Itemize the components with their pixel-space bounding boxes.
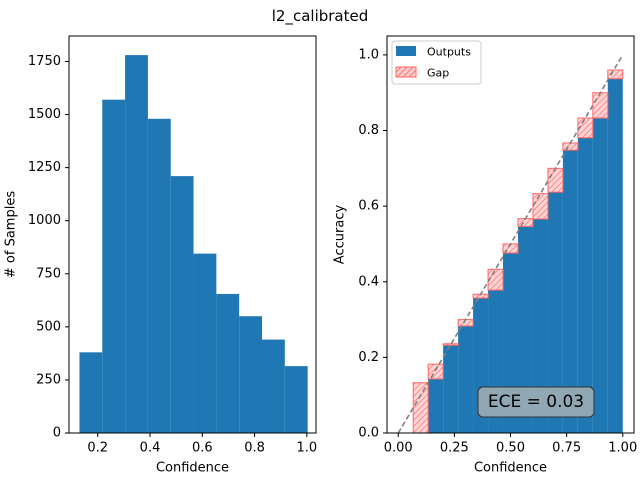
y-axis-label: # of Samples bbox=[4, 191, 19, 278]
perfect-calibration-line bbox=[397, 54, 624, 434]
x-tick-label: 0.00 bbox=[384, 441, 413, 456]
y-tick-label: 250 bbox=[36, 372, 61, 387]
y-tick-label: 0 bbox=[53, 426, 61, 441]
gap-bar bbox=[442, 343, 459, 346]
ece-annotation-box bbox=[477, 386, 595, 418]
histogram-bar bbox=[147, 118, 171, 434]
outputs-bar bbox=[443, 345, 459, 433]
histogram-axes-frame bbox=[68, 35, 317, 434]
histogram-bar bbox=[284, 366, 308, 433]
y-tick-label: 1750 bbox=[28, 54, 61, 69]
x-tick-label: 0.4 bbox=[140, 441, 161, 456]
outputs-bar bbox=[458, 325, 474, 433]
gap-bar bbox=[412, 382, 429, 434]
y-tick-label: 1500 bbox=[28, 107, 61, 122]
x-tick-label: 1.0 bbox=[297, 441, 318, 456]
histogram-chart: 0.2 0.4 0.6 0.8 1.0 0 250 500 750 1000 1250 1500 175… bbox=[4, 35, 318, 476]
ece-annotation-text: ECE = 0.03 bbox=[488, 392, 584, 412]
histogram-bar bbox=[216, 293, 240, 433]
x-tick-label: 0.75 bbox=[552, 441, 581, 456]
outputs-bar bbox=[547, 192, 563, 433]
histogram-bar bbox=[125, 55, 148, 433]
histogram-bar bbox=[79, 352, 103, 433]
outputs-bar bbox=[428, 378, 444, 433]
y-tick-label: 1250 bbox=[28, 160, 61, 175]
x-axis-label: Confidence bbox=[156, 461, 229, 476]
y-tick-label: 500 bbox=[36, 319, 61, 334]
outputs-bar bbox=[517, 226, 533, 433]
outputs-bar bbox=[592, 118, 608, 434]
x-tick-label: 1.00 bbox=[608, 441, 637, 456]
y-axis-label: Accuracy bbox=[333, 205, 348, 265]
legend-label-outputs: Outputs bbox=[427, 46, 471, 59]
y-tick-label: 0.0 bbox=[358, 426, 379, 441]
histogram-bar bbox=[193, 253, 217, 433]
gap-bar bbox=[592, 92, 609, 119]
legend-swatch-gap bbox=[395, 66, 417, 78]
y-tick-label: 1.0 bbox=[358, 47, 379, 62]
y-tick-label: 0.4 bbox=[358, 274, 379, 289]
histogram-bar bbox=[239, 316, 262, 433]
y-tick-label: 1000 bbox=[28, 213, 61, 228]
gap-bar bbox=[487, 268, 504, 291]
figure-title: l2_calibrated bbox=[271, 7, 369, 25]
legend: Outputs Gap bbox=[391, 40, 482, 85]
histogram-bar bbox=[102, 99, 126, 433]
gap-bar bbox=[532, 193, 549, 220]
outputs-bar bbox=[577, 137, 593, 433]
legend-label-gap: Gap bbox=[427, 67, 449, 80]
y-tick-label: 0.8 bbox=[358, 123, 379, 138]
histogram-bar bbox=[261, 339, 285, 433]
x-tick-label: 0.6 bbox=[192, 441, 213, 456]
x-tick-label: 0.25 bbox=[440, 441, 469, 456]
outputs-bar bbox=[607, 78, 623, 433]
y-tick-label: 0.6 bbox=[358, 199, 379, 214]
y-tick-label: 750 bbox=[36, 266, 61, 281]
gap-bar bbox=[547, 167, 564, 193]
reliability-chart: 0.00 0.25 0.50 0.75 1.00 0.0 0.2 0.4 0.6 0.8 1.0 Co… bbox=[333, 35, 637, 476]
x-tick-label: 0.2 bbox=[87, 441, 108, 456]
x-tick-label: 0.8 bbox=[244, 441, 265, 456]
x-axis-label: Confidence bbox=[474, 461, 547, 476]
gap-bar bbox=[427, 363, 444, 380]
outputs-bar bbox=[532, 218, 548, 433]
x-tick-label: 0.50 bbox=[496, 441, 525, 456]
y-tick-label: 0.2 bbox=[358, 350, 379, 365]
legend-swatch-outputs bbox=[396, 46, 416, 56]
histogram-bar bbox=[170, 176, 194, 433]
outputs-bar bbox=[562, 150, 578, 434]
gap-bar bbox=[607, 69, 624, 80]
